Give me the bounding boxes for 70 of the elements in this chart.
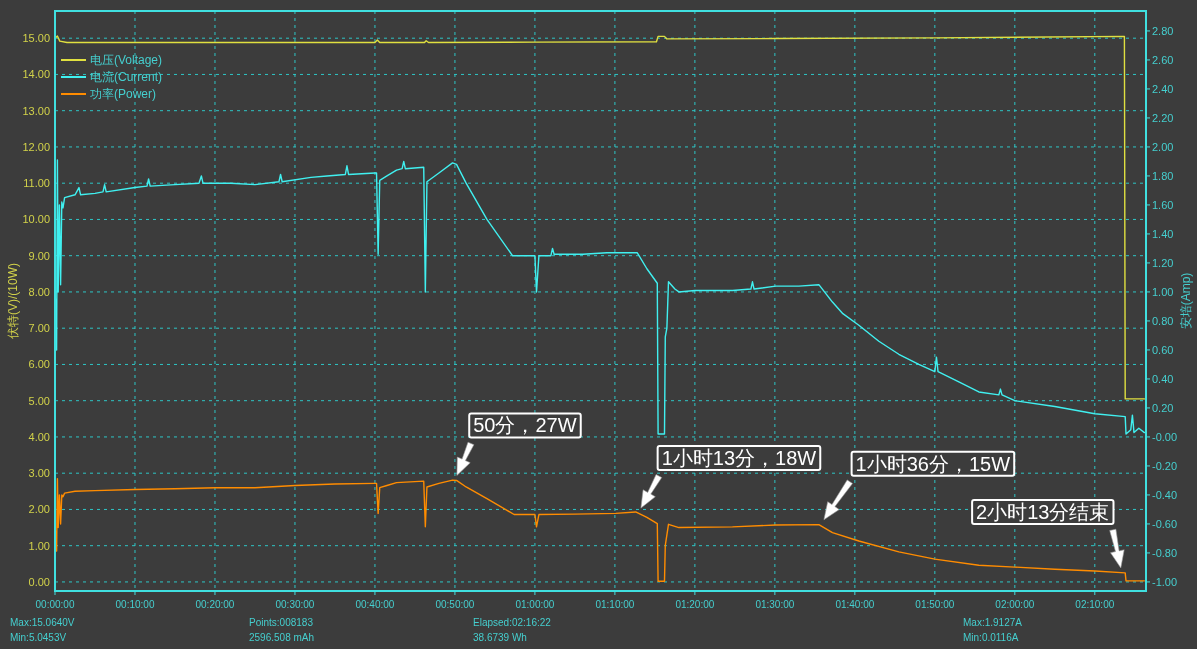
y2-tick-label: 0.60 xyxy=(1152,343,1174,356)
annotation: 1小时13分，18W xyxy=(661,447,817,470)
y-tick-label: 9.00 xyxy=(28,249,50,262)
annotation: 50分，27W xyxy=(473,414,577,437)
y-tick-label: 6.00 xyxy=(28,358,50,371)
y2-tick-label: -0.80 xyxy=(1152,546,1178,559)
x-tick-label: 00:00:00 xyxy=(35,598,75,610)
x-tick-label: 00:50:00 xyxy=(435,598,475,610)
y-tick-label: 0.00 xyxy=(28,575,50,588)
x-tick-label: 01:50:00 xyxy=(915,598,955,610)
text: Min:0.0116A xyxy=(963,631,1019,643)
text: 2596.508 mAh xyxy=(249,631,315,643)
legend-label: 电压(Voltage) xyxy=(90,53,163,67)
y2-tick-label: 0.80 xyxy=(1152,314,1174,327)
y2-tick-label: 1.60 xyxy=(1152,198,1174,211)
y2-tick-label: 2.80 xyxy=(1152,24,1174,37)
text: Max:1.9127A xyxy=(963,616,1023,628)
y-tick-label: 11.00 xyxy=(23,177,50,190)
x-tick-label: 01:20:00 xyxy=(675,598,715,610)
y-tick-label: 12.00 xyxy=(22,140,50,153)
text: Min:5.0453V xyxy=(10,631,67,643)
text: Elapsed:02:16:22 xyxy=(473,616,552,628)
x-tick-label: 00:40:00 xyxy=(355,598,395,610)
y2-tick-label: 1.20 xyxy=(1152,256,1174,269)
y-tick-label: 1.00 xyxy=(28,539,50,552)
line-series xyxy=(55,477,1146,582)
y2-tick-label: 2.00 xyxy=(1152,140,1174,153)
y2-tick-label: 0.40 xyxy=(1152,372,1174,385)
y2-tick-label: 2.20 xyxy=(1152,111,1174,124)
y2-tick-label: -0.40 xyxy=(1152,488,1178,501)
y-tick-label: 3.00 xyxy=(28,467,50,480)
line-series xyxy=(55,35,1146,400)
y-tick-label: 7.00 xyxy=(28,322,50,335)
y2-axis-title: 安培(Amp) xyxy=(1179,272,1193,330)
x-tick-label: 00:20:00 xyxy=(195,598,235,610)
y2-tick-label: -1.00 xyxy=(1152,575,1178,588)
annotation: 2小时13分结束 xyxy=(976,500,1110,523)
x-tick-label: 02:10:00 xyxy=(1075,598,1115,610)
x-tick-label: 00:10:00 xyxy=(115,598,155,610)
text: Points:008183 xyxy=(249,616,314,628)
legend-label: 功率(Power) xyxy=(90,87,157,101)
y-tick-label: 4.00 xyxy=(28,430,50,443)
y-tick-label: 14.00 xyxy=(22,68,50,81)
x-tick-label: 01:40:00 xyxy=(835,598,875,610)
text: Max:15.0640V xyxy=(10,616,75,628)
y-tick-label: 15.00 xyxy=(22,32,50,45)
y2-tick-label: 2.40 xyxy=(1152,82,1174,95)
y-tick-label: 5.00 xyxy=(28,394,50,407)
y2-tick-label: -0.00 xyxy=(1152,430,1178,443)
y2-tick-label: 2.60 xyxy=(1152,53,1174,66)
y2-tick-label: 1.80 xyxy=(1152,169,1174,182)
annotation: 1小时36分，15W xyxy=(855,452,1011,475)
x-tick-label: 01:00:00 xyxy=(515,598,555,610)
y-tick-label: 8.00 xyxy=(28,285,50,298)
y-tick-label: 10.00 xyxy=(22,213,50,226)
text: 38.6739 Wh xyxy=(473,631,527,643)
x-tick-label: 00:30:00 xyxy=(275,598,315,610)
line-series xyxy=(55,159,1146,435)
x-tick-label: 01:10:00 xyxy=(595,598,635,610)
x-tick-label: 01:30:00 xyxy=(755,598,795,610)
y2-tick-label: 1.00 xyxy=(1152,285,1174,298)
y2-tick-label: 1.40 xyxy=(1152,227,1174,240)
x-tick-label: 02:00:00 xyxy=(995,598,1035,610)
y-axis-title: 伏特(V)/(10W) xyxy=(6,263,20,339)
y2-tick-label: 0.20 xyxy=(1152,401,1174,414)
y2-tick-label: -0.20 xyxy=(1152,459,1178,472)
y-tick-label: 13.00 xyxy=(22,104,50,117)
legend-label: 电流(Current) xyxy=(90,70,163,84)
y-tick-label: 2.00 xyxy=(28,503,50,516)
y2-tick-label: -0.60 xyxy=(1152,517,1178,530)
